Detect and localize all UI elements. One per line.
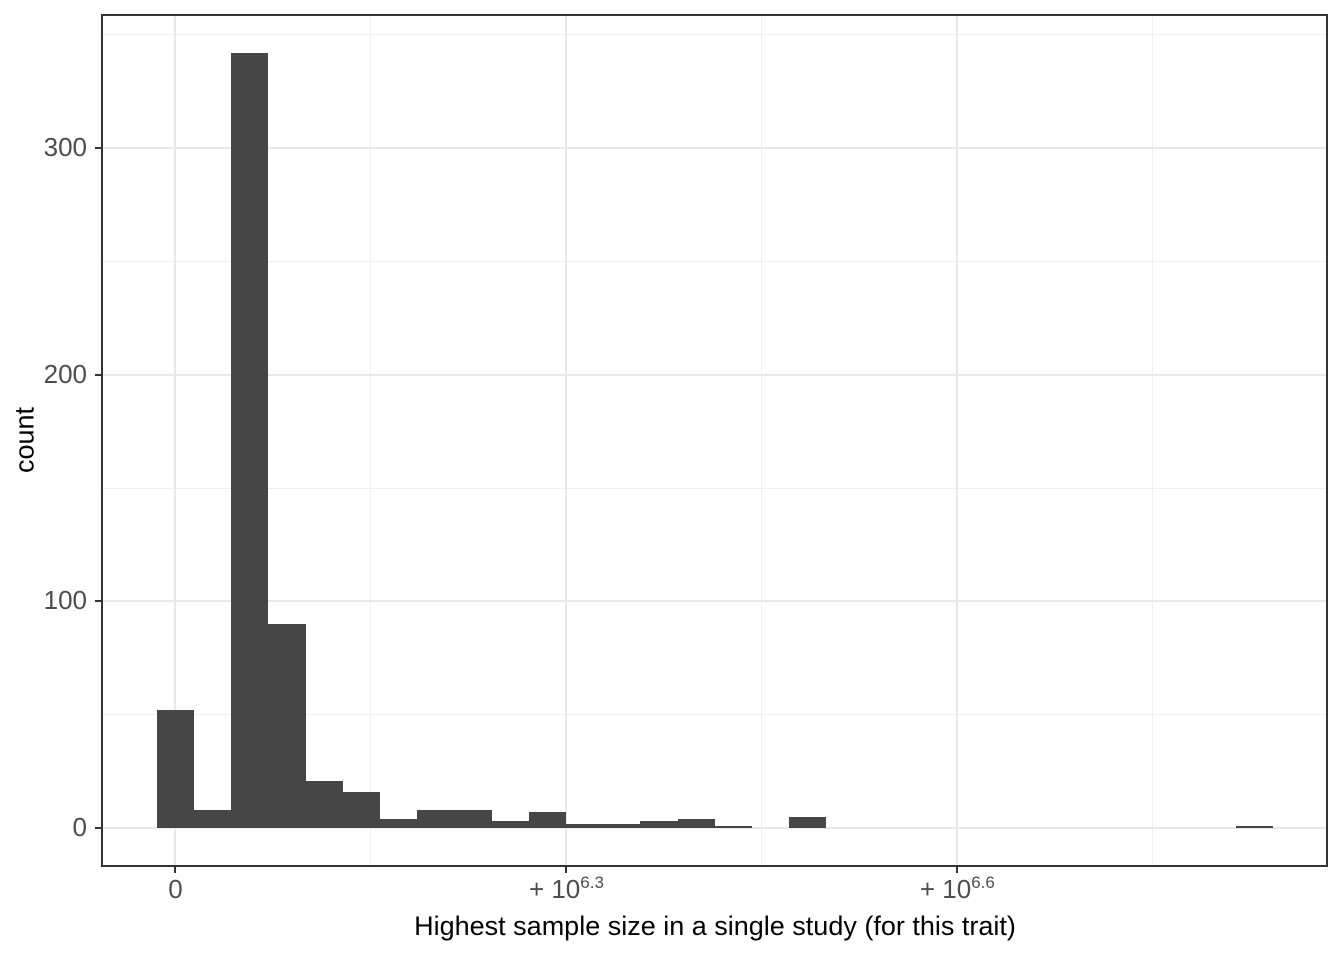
y-tick-label: 0	[72, 812, 87, 843]
histogram-bar	[714, 825, 752, 829]
x-tick-mark	[565, 867, 568, 873]
y-tick-label: 100	[43, 585, 87, 616]
gridline-major-h	[101, 147, 1328, 149]
gridline-major-v	[174, 14, 177, 867]
gridline-minor-v	[370, 14, 372, 867]
histogram-bar	[789, 816, 827, 829]
x-tick-label-base: + 10	[528, 874, 581, 904]
plot-panel	[101, 14, 1328, 867]
x-tick-label-base: + 10	[919, 874, 972, 904]
gridline-major-v	[956, 14, 959, 867]
gridline-major-h	[101, 827, 1328, 830]
gridline-minor-h	[101, 260, 1328, 262]
y-tick-mark	[95, 827, 101, 830]
histogram-bar	[640, 821, 678, 829]
x-tick-mark	[956, 867, 959, 873]
histogram-bar	[491, 821, 529, 829]
histogram-bar	[305, 780, 343, 829]
gridline-minor-v	[1152, 14, 1154, 867]
y-axis-title: count	[9, 406, 40, 474]
histogram-bar	[603, 823, 641, 829]
histogram-bar	[380, 819, 418, 829]
gridline-minor-h	[101, 714, 1328, 716]
x-tick-label-exponent: 6.6	[971, 873, 995, 892]
histogram-bar	[231, 52, 269, 829]
gridline-minor-h	[101, 487, 1328, 489]
histogram-bar	[268, 624, 306, 829]
histogram-bar	[194, 810, 232, 829]
y-tick-label: 300	[43, 131, 87, 162]
y-tick-label: 200	[43, 358, 87, 389]
x-tick-label: + 106.6	[919, 873, 995, 905]
histogram-bar	[566, 823, 604, 829]
gridline-major-h	[101, 600, 1328, 603]
x-tick-label: 0	[168, 874, 182, 905]
x-tick-mark	[174, 867, 177, 873]
y-tick-mark	[95, 147, 101, 149]
gridline-major-h	[101, 373, 1328, 376]
histogram-bar	[417, 810, 455, 829]
gridline-major-v	[565, 14, 568, 867]
gridline-minor-v	[761, 14, 763, 867]
x-axis-title: Highest sample size in a single study (f…	[414, 911, 1016, 941]
histogram-bar	[1235, 825, 1273, 829]
histogram-bar	[677, 819, 715, 829]
histogram-bar	[528, 812, 567, 829]
x-tick-label-base: 0	[168, 874, 183, 904]
histogram-bar	[454, 810, 492, 829]
histogram-bar	[156, 710, 195, 829]
x-tick-label: + 106.3	[528, 873, 604, 905]
x-tick-label-exponent: 6.3	[580, 873, 604, 892]
gridline-minor-h	[101, 34, 1328, 36]
y-tick-mark	[95, 600, 101, 603]
y-tick-mark	[95, 373, 101, 376]
histogram-bar	[342, 791, 381, 829]
